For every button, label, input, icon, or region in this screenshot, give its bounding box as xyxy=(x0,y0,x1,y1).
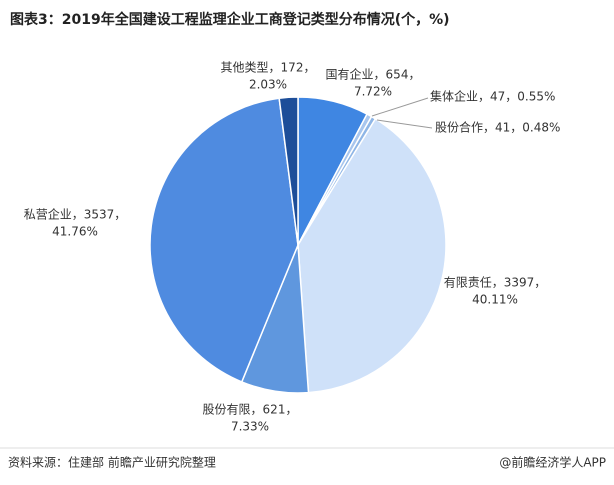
source: 资料来源：住建部 前瞻产业研究院整理 xyxy=(8,455,216,470)
data-label: 7.72% xyxy=(354,85,392,99)
chart-title: 图表3：2019年全国建设工程监理企业工商登记类型分布情况(个，%) xyxy=(10,11,450,28)
data-label: 41.76% xyxy=(52,225,98,239)
data-label: 2.03% xyxy=(249,78,287,92)
data-label: 集体企业，47，0.55% xyxy=(430,89,555,104)
leader-line xyxy=(371,97,429,117)
pie-slice xyxy=(278,96,299,246)
data-label: 私营企业，3537， xyxy=(24,207,127,222)
pie-slice xyxy=(297,117,447,394)
pie-slice xyxy=(149,97,299,383)
data-label: 股份合作，41，0.48% xyxy=(435,120,560,135)
data-label: 国有企业，654， xyxy=(326,67,421,82)
credit: @前瞻经济学人APP xyxy=(499,455,606,470)
data-label: 股份有限，621， xyxy=(203,403,298,417)
data-label: 40.11% xyxy=(472,293,518,307)
data-label: 有限责任，3397， xyxy=(444,276,547,290)
data-label: 其他类型，172， xyxy=(221,61,316,75)
data-label: 7.33% xyxy=(231,420,269,434)
leader-line xyxy=(376,119,433,129)
